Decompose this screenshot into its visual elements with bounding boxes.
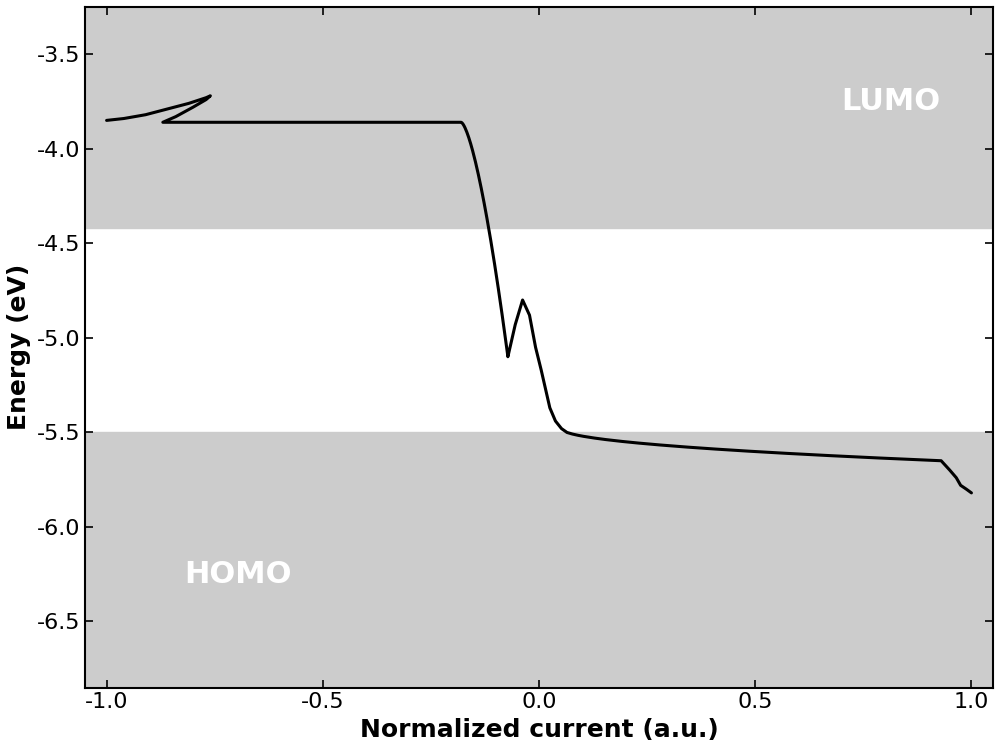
Text: HOMO: HOMO: [184, 560, 292, 589]
X-axis label: Normalized current (a.u.): Normalized current (a.u.): [360, 718, 718, 742]
Bar: [85, 432, 993, 688]
Text: LUMO: LUMO: [842, 87, 941, 116]
Y-axis label: Energy (eV): Energy (eV): [7, 264, 31, 431]
Bar: [85, 7, 993, 228]
